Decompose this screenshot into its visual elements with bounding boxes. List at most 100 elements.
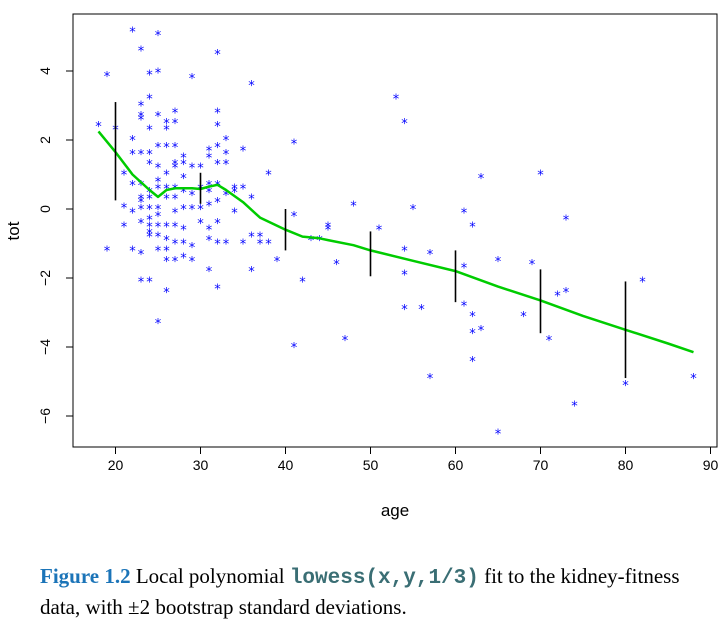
plot-frame [72, 13, 718, 448]
caption-code: lowess(x,y,1/3) [289, 567, 479, 590]
data-point: * [163, 169, 170, 184]
data-point: * [478, 172, 485, 187]
data-point: * [265, 238, 272, 253]
data-point: * [197, 217, 204, 232]
y-tick-label: 2 [37, 136, 53, 144]
data-point: * [206, 224, 213, 239]
data-point: * [214, 141, 221, 156]
data-point: * [469, 327, 476, 342]
data-point: * [554, 289, 561, 304]
data-point: * [291, 341, 298, 356]
data-point: * [214, 158, 221, 173]
data-point: * [172, 141, 179, 156]
data-point: * [333, 258, 340, 273]
data-point: * [146, 227, 153, 242]
data-point: * [206, 234, 213, 249]
data-point: * [197, 162, 204, 177]
data-point: * [206, 200, 213, 215]
data-point: * [257, 231, 264, 246]
data-point: * [163, 220, 170, 235]
data-point: * [350, 200, 357, 215]
data-point: * [274, 255, 281, 270]
data-point: * [155, 317, 162, 332]
lowess-curve-group [97, 130, 694, 354]
data-point: * [529, 258, 536, 273]
data-point: * [172, 220, 179, 235]
caption-text-before: Local polynomial [135, 564, 290, 588]
data-point: * [129, 25, 136, 40]
data-point: * [155, 175, 162, 190]
data-point: * [146, 193, 153, 208]
caption-text-after: fit to the kidney-fitness data, with ±2 … [40, 564, 680, 619]
y-axis-title: tot [4, 221, 23, 240]
data-point: * [248, 231, 255, 246]
y-tick-label: 4 [37, 67, 53, 75]
data-point: * [461, 262, 468, 277]
data-point: * [129, 179, 136, 194]
data-point: * [146, 124, 153, 139]
x-axis: 20 30 40 50 60 70 80 90 [108, 447, 718, 473]
data-point: * [469, 220, 476, 235]
x-axis-title: age [381, 501, 409, 520]
data-point: * [163, 286, 170, 301]
data-point: * [223, 189, 230, 204]
data-point: * [308, 234, 315, 249]
data-point: * [291, 137, 298, 152]
data-point: * [376, 224, 383, 239]
data-point: * [248, 193, 255, 208]
data-point: * [138, 275, 145, 290]
data-point: * [172, 158, 179, 173]
data-point: * [189, 241, 196, 256]
data-point: * [180, 151, 187, 166]
data-point: * [427, 372, 434, 387]
data-point: * [138, 193, 145, 208]
data-point: * [189, 255, 196, 270]
data-point: * [214, 282, 221, 297]
data-point: * [401, 244, 408, 259]
data-point: * [639, 275, 646, 290]
data-point: * [231, 186, 238, 201]
data-point: * [163, 234, 170, 249]
data-point: * [248, 265, 255, 280]
data-point: * [172, 106, 179, 121]
x-tick-label: 20 [108, 457, 124, 473]
data-point: * [163, 124, 170, 139]
data-point: * [155, 220, 162, 235]
data-point: * [172, 182, 179, 197]
data-points: ****************************************… [95, 25, 697, 442]
data-point: * [104, 70, 111, 85]
data-point: * [401, 117, 408, 132]
data-point: * [214, 106, 221, 121]
data-point: * [214, 217, 221, 232]
data-point: * [240, 238, 247, 253]
data-point: * [461, 206, 468, 221]
lowess-curve [97, 130, 694, 354]
data-point: * [129, 148, 136, 163]
data-point: * [146, 148, 153, 163]
data-point: * [393, 93, 400, 108]
data-point: * [121, 201, 128, 216]
data-point: * [104, 244, 111, 259]
data-point: * [223, 238, 230, 253]
data-point: * [146, 68, 153, 83]
data-point: * [223, 148, 230, 163]
data-point: * [401, 303, 408, 318]
data-point: * [146, 220, 153, 235]
data-point: * [129, 206, 136, 221]
data-point: * [622, 379, 629, 394]
data-point: * [240, 182, 247, 197]
data-point: * [138, 44, 145, 59]
data-point: * [401, 269, 408, 284]
data-point: * [180, 158, 187, 173]
data-point: * [138, 110, 145, 125]
data-point: * [129, 134, 136, 149]
data-point: * [342, 334, 349, 349]
x-tick-label: 40 [278, 457, 294, 473]
data-point: * [231, 182, 238, 197]
data-point: * [155, 110, 162, 125]
data-point: * [180, 238, 187, 253]
data-point: * [155, 203, 162, 218]
data-point: * [146, 158, 153, 173]
data-point: * [316, 234, 323, 249]
